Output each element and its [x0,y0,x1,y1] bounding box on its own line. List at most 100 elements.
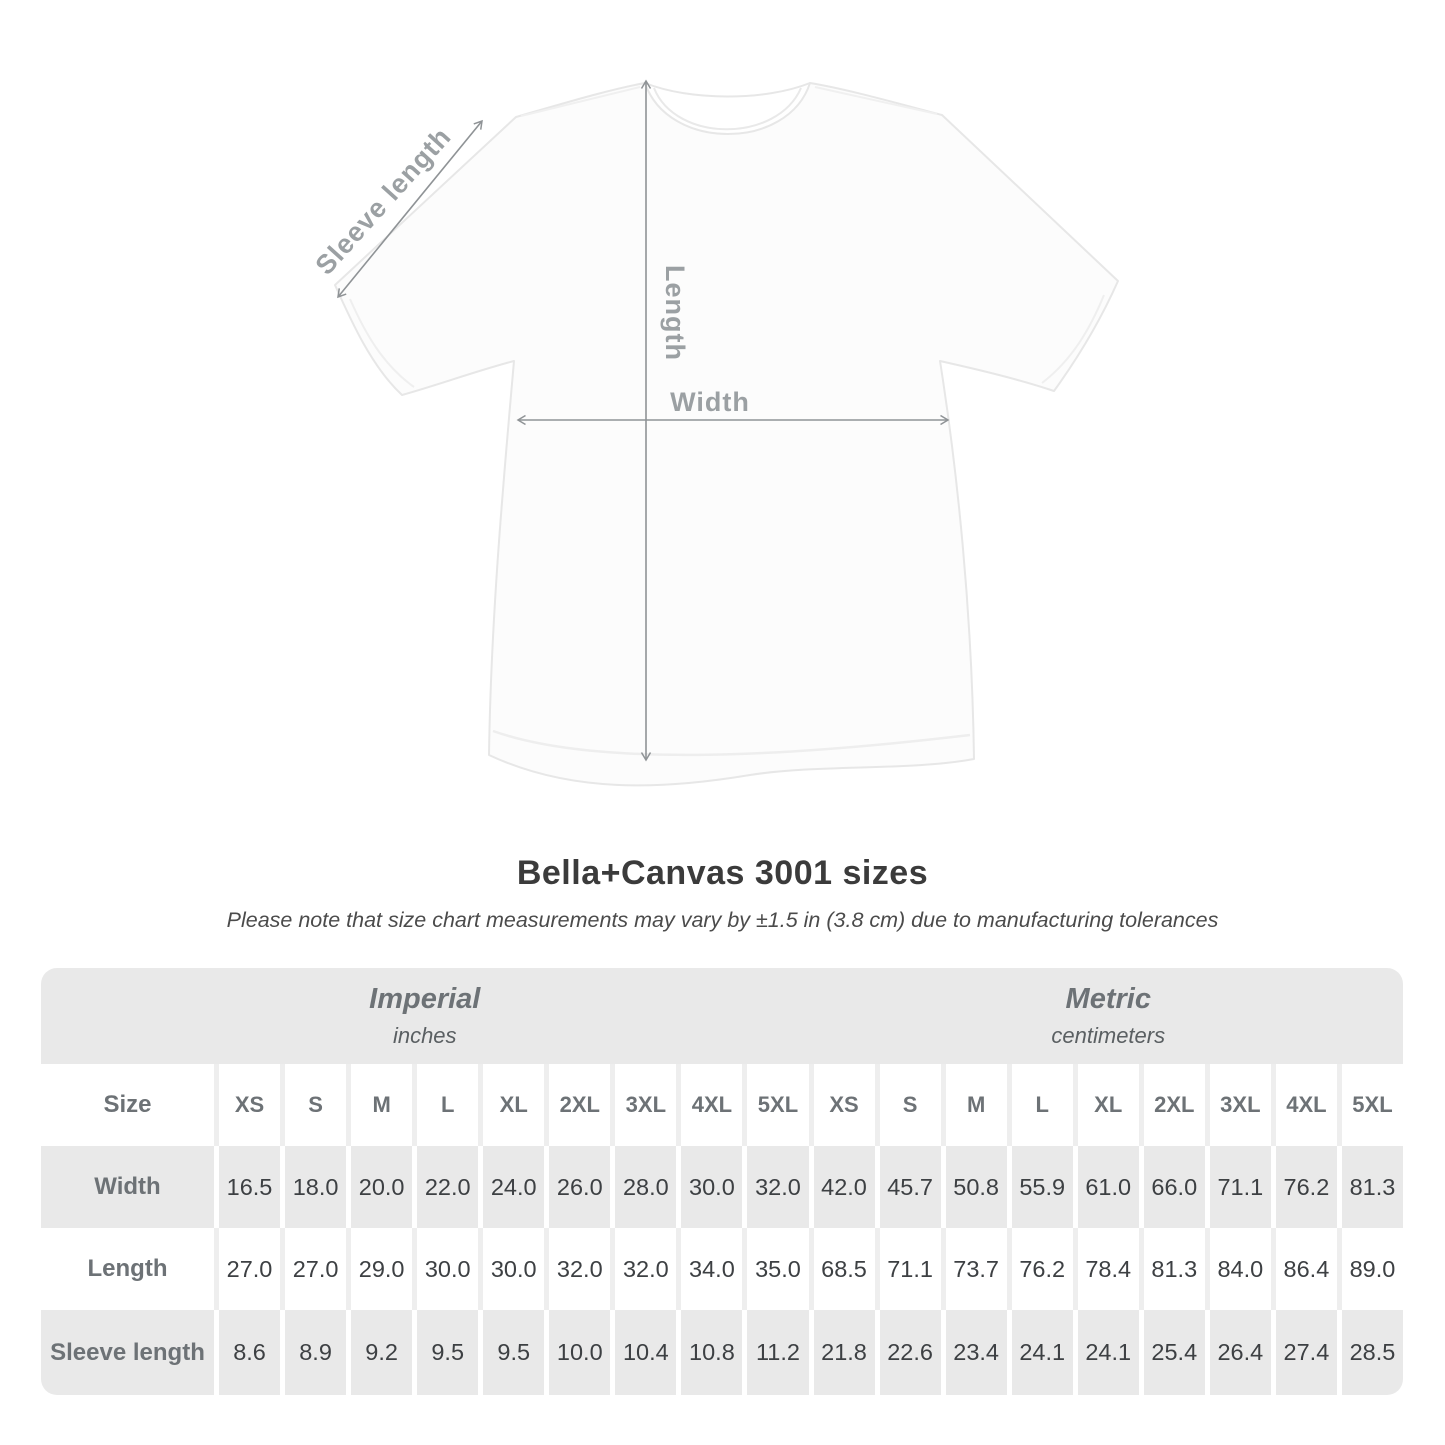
metric-sublabel: centimeters [1051,1023,1166,1048]
length-value: 81.3 [1143,1228,1205,1310]
width-value: 45.7 [879,1146,941,1228]
length-row: Length 27.0 27.0 29.0 30.0 30.0 32.0 32.… [41,1228,1403,1310]
width-value: 66.0 [1143,1146,1205,1228]
width-value: 42.0 [813,1146,875,1228]
size-col-header: M [351,1064,413,1146]
sleeve-value: 10.0 [549,1310,611,1395]
size-col-header: XL [483,1064,545,1146]
tolerance-note: Please note that size chart measurements… [226,908,1219,932]
collar-ribbing-line [653,87,802,131]
sleeve-value: 8.6 [219,1310,281,1395]
sleeve-length-row: Sleeve length 8.6 8.9 9.2 9.5 9.5 10.0 1… [41,1310,1403,1395]
width-value: 81.3 [1341,1146,1403,1228]
length-value: 29.0 [351,1228,413,1310]
sleeve-value: 22.6 [879,1310,941,1395]
metric-label: Metric [1065,983,1151,1015]
sleeve-value: 9.5 [483,1310,545,1395]
width-value: 28.0 [615,1146,677,1228]
sleeve-value: 8.9 [285,1310,347,1395]
sleeve-hem-right [1041,294,1105,384]
width-value: 24.0 [483,1146,545,1228]
width-value: 18.0 [285,1146,347,1228]
size-header-label: Size [41,1064,214,1146]
imperial-label: Imperial [369,983,481,1015]
width-value: 26.0 [549,1146,611,1228]
sleeve-hem-left [349,298,415,388]
sleeve-value: 11.2 [747,1310,809,1395]
imperial-header: Imperial inches [41,968,809,1064]
size-col-header: XS [813,1064,875,1146]
length-value: 30.0 [483,1228,545,1310]
collar-back-line [644,82,811,98]
width-value: 16.5 [219,1146,281,1228]
length-value: 30.0 [417,1228,479,1310]
length-value: 76.2 [1011,1228,1073,1310]
length-value: 89.0 [1341,1228,1403,1310]
width-label: Width [670,387,750,417]
tshirt-illustration [334,82,1119,787]
sleeve-row-label: Sleeve length [41,1310,214,1395]
length-value: 27.0 [285,1228,347,1310]
sleeve-value: 25.4 [1143,1310,1205,1395]
length-value: 86.4 [1275,1228,1337,1310]
length-value: 71.1 [879,1228,941,1310]
sleeve-value: 10.4 [615,1310,677,1395]
metric-header: Metric centimeters [814,968,1404,1064]
sleeve-value: 23.4 [945,1310,1007,1395]
length-value: 32.0 [549,1228,611,1310]
width-value: 71.1 [1209,1146,1271,1228]
width-value: 32.0 [747,1146,809,1228]
width-value: 61.0 [1077,1146,1139,1228]
sleeve-value: 9.5 [417,1310,479,1395]
size-col-header: M [945,1064,1007,1146]
width-value: 30.0 [681,1146,743,1228]
size-col-header: L [417,1064,479,1146]
bottom-hem-stitch [492,729,971,757]
length-value: 35.0 [747,1228,809,1310]
tshirt-diagram: Sleeve length Length Width [310,79,1119,787]
sleeve-value: 10.8 [681,1310,743,1395]
size-col-header: 4XL [681,1064,743,1146]
width-value: 22.0 [417,1146,479,1228]
size-col-header: XS [219,1064,281,1146]
length-value: 78.4 [1077,1228,1139,1310]
sleeve-value: 24.1 [1077,1310,1139,1395]
size-col-header: 4XL [1275,1064,1337,1146]
size-col-header: S [285,1064,347,1146]
size-col-header: S [879,1064,941,1146]
sleeve-value: 27.4 [1275,1310,1337,1395]
size-col-header: 3XL [615,1064,677,1146]
size-col-header: 2XL [549,1064,611,1146]
size-col-header: 3XL [1209,1064,1271,1146]
size-col-header: 5XL [747,1064,809,1146]
sleeve-value: 28.5 [1341,1310,1403,1395]
length-value: 27.0 [219,1228,281,1310]
size-col-header: XL [1077,1064,1139,1146]
width-row: Width 16.5 18.0 20.0 22.0 24.0 26.0 28.0… [41,1146,1403,1228]
length-value: 34.0 [681,1228,743,1310]
sleeve-length-arrow [337,119,483,299]
width-value: 76.2 [1275,1146,1337,1228]
width-value: 55.9 [1011,1146,1073,1228]
width-row-label: Width [41,1146,214,1228]
length-value: 84.0 [1209,1228,1271,1310]
sleeve-value: 21.8 [813,1310,875,1395]
tshirt-body-outline [334,82,1119,787]
sleeve-value: 26.4 [1209,1310,1271,1395]
size-col-header: 2XL [1143,1064,1205,1146]
length-value: 68.5 [813,1228,875,1310]
width-value: 20.0 [351,1146,413,1228]
imperial-sublabel: inches [392,1023,457,1048]
shoulder-seam-left [520,86,641,117]
width-value: 50.8 [945,1146,1007,1228]
shoulder-seam-right [814,86,938,115]
size-col-header: L [1011,1064,1073,1146]
sleeve-value: 9.2 [351,1310,413,1395]
unit-header-row: Imperial inches Metric centimeters [41,968,1403,1064]
size-header-row: Size XS S M L XL 2XL 3XL 4XL 5XL XS S M … [41,1064,1403,1146]
page-title: Bella+Canvas 3001 sizes [516,854,929,892]
size-col-header: 5XL [1341,1064,1403,1146]
size-table: Imperial inches Metric centimeters Size … [41,968,1403,1395]
length-value: 73.7 [945,1228,1007,1310]
